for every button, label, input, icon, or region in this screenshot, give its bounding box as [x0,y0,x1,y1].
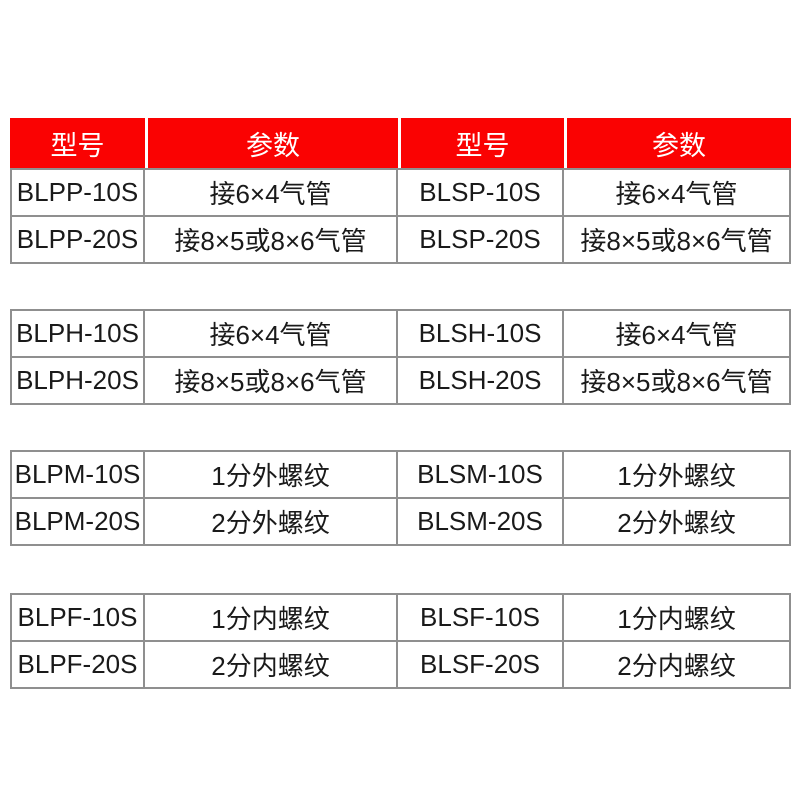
param-cell: 1分外螺纹 [145,450,398,499]
model-cell: BLSH-20S [398,358,564,405]
model-cell: BLSM-20S [398,499,564,546]
spec-table-ph-sh: BLPH-10S 接6×4气管 BLSH-10S 接6×4气管 BLPH-20S… [10,309,791,405]
table-row: BLPH-10S 接6×4气管 BLSH-10S 接6×4气管 [10,309,791,358]
model-cell: BLPM-10S [10,450,145,499]
table-row: BLPM-10S 1分外螺纹 BLSM-10S 1分外螺纹 [10,450,791,499]
model-cell: BLPF-20S [10,642,145,689]
model-cell: BLSH-10S [398,309,564,358]
header-params-right: 参数 [564,118,791,168]
param-cell: 接6×4气管 [145,168,398,217]
param-cell: 接6×4气管 [564,309,791,358]
table-row: BLPH-20S 接8×5或8×6气管 BLSH-20S 接8×5或8×6气管 [10,358,791,405]
table-row: BLPP-20S 接8×5或8×6气管 BLSP-20S 接8×5或8×6气管 [10,217,791,264]
param-cell: 接6×4气管 [564,168,791,217]
model-cell: BLSM-10S [398,450,564,499]
param-cell: 接8×5或8×6气管 [564,217,791,264]
param-cell: 接6×4气管 [145,309,398,358]
param-cell: 2分内螺纹 [145,642,398,689]
spec-table-pf-sf: BLPF-10S 1分内螺纹 BLSF-10S 1分内螺纹 BLPF-20S 2… [10,593,791,689]
param-cell: 2分外螺纹 [564,499,791,546]
model-cell: BLSP-20S [398,217,564,264]
model-cell: BLPH-10S [10,309,145,358]
spec-table-pp-sp: 型号 参数 型号 参数 BLPP-10S 接6×4气管 BLSP-10S 接6×… [10,118,791,264]
model-cell: BLSF-10S [398,593,564,642]
param-cell: 1分内螺纹 [145,593,398,642]
model-cell: BLPP-10S [10,168,145,217]
model-cell: BLPP-20S [10,217,145,264]
header-row: 型号 参数 型号 参数 [10,118,791,168]
header-params-left: 参数 [145,118,398,168]
param-cell: 2分内螺纹 [564,642,791,689]
param-cell: 接8×5或8×6气管 [564,358,791,405]
param-cell: 接8×5或8×6气管 [145,217,398,264]
model-cell: BLSF-20S [398,642,564,689]
table-row: BLPP-10S 接6×4气管 BLSP-10S 接6×4气管 [10,168,791,217]
param-cell: 2分外螺纹 [145,499,398,546]
spec-table-pm-sm: BLPM-10S 1分外螺纹 BLSM-10S 1分外螺纹 BLPM-20S 2… [10,450,791,546]
model-cell: BLPM-20S [10,499,145,546]
param-cell: 1分内螺纹 [564,593,791,642]
model-cell: BLPH-20S [10,358,145,405]
param-cell: 接8×5或8×6气管 [145,358,398,405]
table-row: BLPF-10S 1分内螺纹 BLSF-10S 1分内螺纹 [10,593,791,642]
param-cell: 1分外螺纹 [564,450,791,499]
header-model-left: 型号 [10,118,145,168]
model-cell: BLSP-10S [398,168,564,217]
table-row: BLPM-20S 2分外螺纹 BLSM-20S 2分外螺纹 [10,499,791,546]
header-model-right: 型号 [398,118,564,168]
model-cell: BLPF-10S [10,593,145,642]
table-row: BLPF-20S 2分内螺纹 BLSF-20S 2分内螺纹 [10,642,791,689]
